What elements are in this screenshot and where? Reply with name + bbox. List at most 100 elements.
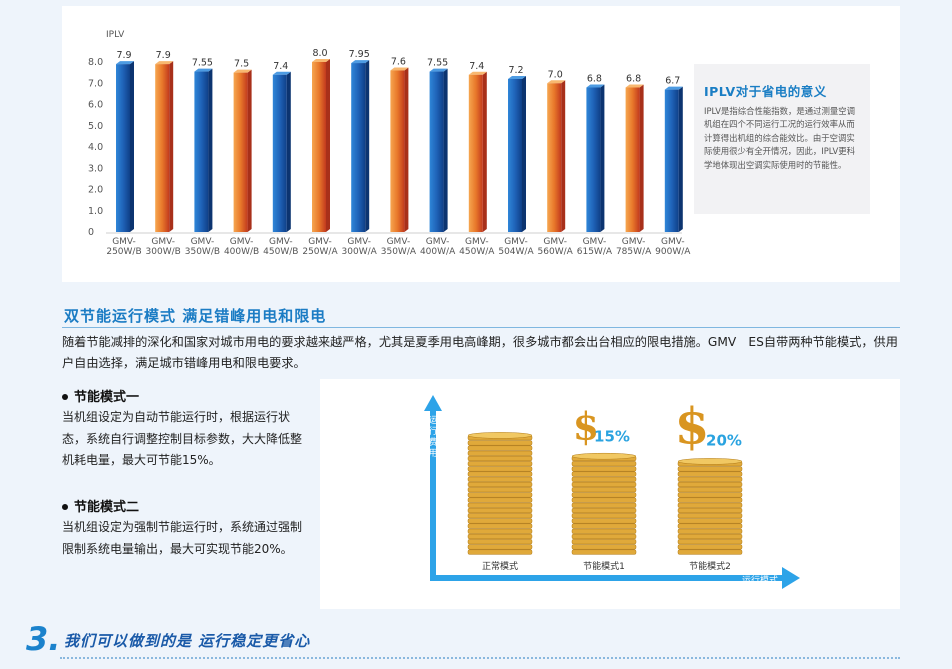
category-label: 正常模式 [482, 560, 518, 572]
bar-top [312, 59, 330, 62]
coin [677, 471, 743, 477]
bar-value-label: 7.0 [548, 69, 563, 80]
y-axis-label-char: 运 [428, 415, 437, 426]
bar-value-label: 7.55 [192, 58, 213, 69]
x-tick-label: GMV- [151, 237, 175, 247]
coin [571, 502, 637, 508]
percent-label: 20% [706, 431, 742, 449]
footer-title: 我们可以做到的是 运行稳定更省心 [64, 632, 311, 650]
bar-value-label: 7.5 [234, 59, 249, 70]
bar-value-label: 7.9 [116, 50, 131, 61]
x-tick-label: 615W/A [577, 247, 613, 257]
section-title: 双节能运行模式 满足错峰用电和限电 [64, 307, 327, 325]
bar-side [286, 71, 291, 232]
x-tick-label: GMV- [661, 237, 685, 247]
mode-one-body: 当机组设定为自动节能运行时，根据运行状态，系统自行调整控制目标参数，大大降低整机… [62, 410, 303, 467]
coin [467, 440, 533, 446]
x-tick-label: GMV- [426, 237, 450, 247]
section-intro: 随着节能减排的深化和国家对城市用电的要求越来越严格，尤其是夏季用电高峰期，很多城… [62, 335, 898, 370]
bar-side [443, 68, 448, 232]
coin-stack [467, 432, 533, 555]
coin [467, 518, 533, 524]
bar-top [116, 61, 134, 65]
coin [677, 539, 743, 545]
bar-top [586, 84, 605, 88]
coin [571, 539, 637, 545]
y-axis-label-char: 用 [428, 448, 437, 459]
x-tick-label: 300W/B [146, 247, 181, 257]
coin [467, 513, 533, 519]
section-number: 3. [26, 620, 61, 658]
bar-top [233, 69, 252, 73]
bar-side [639, 84, 644, 232]
coin-stack [677, 458, 743, 555]
y-axis-label-char: 费 [428, 436, 437, 448]
bar-top [625, 84, 644, 88]
x-axis-label: 运行模式 [742, 574, 778, 586]
coin-top [571, 452, 637, 460]
x-tick-label: GMV- [347, 237, 371, 247]
mode-two-title: 节能模式二 [74, 500, 140, 515]
x-tick-label: 450W/A [459, 247, 495, 257]
x-tick-label: GMV- [387, 237, 411, 247]
coin [467, 466, 533, 472]
bar-value-label: 6.7 [665, 76, 680, 87]
coin [571, 523, 637, 529]
iplv-bar [116, 64, 130, 232]
x-tick-label: 250W/A [302, 247, 338, 257]
bar-value-label: 6.8 [626, 74, 641, 85]
iplv-info-box: IPLV对于省电的意义 IPLV是指综合性能指数，是通过测量空调机组在四个不同运… [694, 64, 870, 214]
bar-top [547, 80, 566, 84]
bar-value-label: 7.4 [273, 61, 288, 72]
coin [571, 471, 637, 477]
coin-top [467, 432, 533, 439]
coin [677, 476, 743, 482]
x-tick-label: GMV- [465, 237, 489, 247]
coin [677, 513, 743, 519]
x-axis-arrow-icon [782, 567, 800, 589]
coin [467, 471, 533, 477]
bar-top [390, 67, 409, 71]
bar-side [678, 86, 683, 232]
bar-side [561, 80, 566, 232]
coin [677, 523, 743, 529]
x-tick-label: 450W/B [263, 247, 298, 257]
coin [467, 528, 533, 534]
y-axis-label: IPLV [106, 30, 125, 40]
coin-chart-panel: 运行费用运行模式 正常模式 节能模式1 $15% 节能模式2 $20% [320, 379, 900, 609]
bar-side [169, 61, 174, 232]
coin [467, 476, 533, 482]
x-tick-label: 400W/B [224, 247, 259, 257]
y-tick-label: 2.0 [88, 185, 103, 196]
coin [571, 492, 637, 498]
bullet-icon [62, 393, 68, 400]
x-tick-label: GMV- [269, 237, 293, 247]
coin [571, 507, 637, 514]
x-tick-label: GMV- [308, 237, 332, 247]
bar-side [247, 69, 252, 232]
coin [467, 445, 533, 451]
x-tick-label: 350W/A [381, 247, 417, 257]
mode-one: 节能模式一 当机组设定为自动节能运行时，根据运行状态，系统自行调整控制目标参数，… [62, 386, 312, 472]
coin [467, 502, 533, 508]
bar-top [508, 76, 526, 79]
bar-side [326, 59, 330, 232]
coin [467, 492, 533, 498]
coin [467, 533, 533, 540]
coin [467, 497, 533, 503]
coin [467, 455, 533, 462]
x-tick-label: 350W/B [185, 247, 220, 257]
category-label: 节能模式2 [689, 560, 731, 572]
coin [677, 502, 743, 508]
coin [571, 544, 637, 550]
iplv-bar [664, 89, 679, 232]
bar-side [208, 68, 213, 232]
iplv-bar-chart: IPLV8.07.06.05.04.03.02.01.007.9GMV-250W… [88, 30, 691, 257]
iplv-bar [312, 62, 326, 232]
x-tick-label: 504W/A [498, 247, 534, 257]
mode-one-title: 节能模式一 [74, 390, 140, 405]
bar-top [194, 68, 213, 72]
mode-two-body: 当机组设定为强制节能运行时，系统通过强制限制系统电量输出，最大可实现节能20%。 [62, 520, 303, 556]
iplv-bar [625, 87, 640, 232]
